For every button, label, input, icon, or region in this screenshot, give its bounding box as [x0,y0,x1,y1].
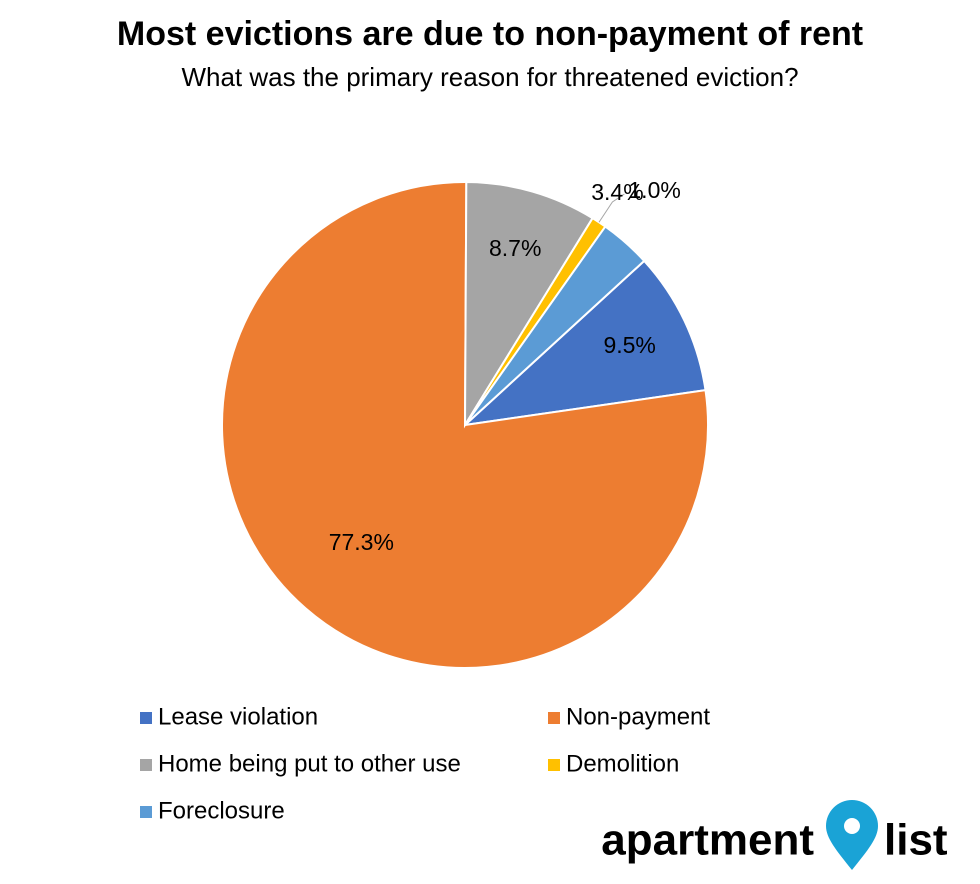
logo: apartment list [601,800,948,870]
data-label: 1.0% [628,177,680,203]
legend-swatch [140,712,152,724]
data-label: 3.4% [591,179,643,205]
data-label: 8.7% [489,235,541,261]
legend-swatch [140,759,152,771]
legend-label: Foreclosure [158,797,285,824]
logo-left: apartment [601,816,814,865]
legend-label: Demolition [566,750,679,777]
legend-swatch [548,712,560,724]
legend-label: Lease violation [158,703,318,730]
legend-swatch [140,806,152,818]
legend-label: Home being put to other use [158,750,461,777]
chart-subtitle: What was the primary reason for threaten… [181,62,798,92]
pie-slice [464,225,646,426]
legend-swatch [548,759,560,771]
data-label: 9.5% [603,332,655,358]
legend-label: Non-payment [566,703,710,730]
chart-title: Most evictions are due to non-payment of… [117,15,863,53]
pie-slice [461,259,707,427]
leader-line [598,193,625,223]
logo-pin-hole [844,818,860,834]
pie-slice [463,180,594,429]
logo-right: list [884,816,948,865]
logo-pin [826,800,878,870]
data-label: 77.3% [329,529,394,555]
